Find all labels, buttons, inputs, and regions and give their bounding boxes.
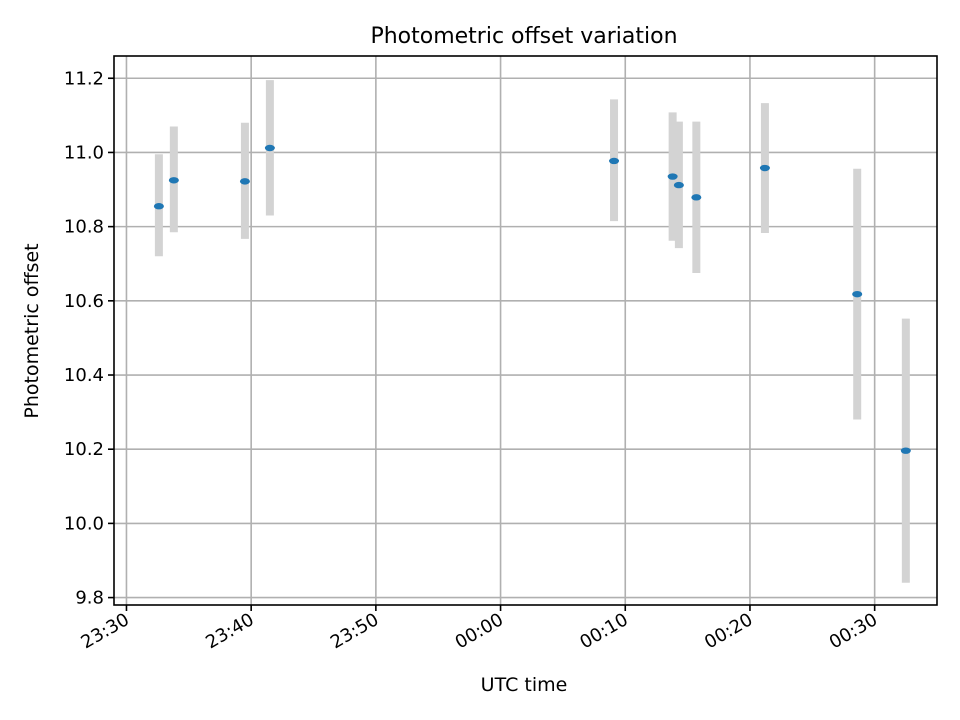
chart-title: Photometric offset variation [370, 24, 677, 49]
grid-lines [114, 56, 937, 605]
data-point [673, 181, 684, 189]
data-point [239, 178, 250, 185]
y-tick-label: 10.2 [64, 439, 104, 460]
x-tick-label: 00:00 [452, 609, 507, 653]
data-points [153, 144, 911, 454]
y-tick-label: 11.0 [64, 142, 104, 163]
y-axis-label: Photometric offset [21, 243, 43, 418]
y-tick-label: 10.0 [64, 513, 104, 534]
x-tick-label: 00:30 [826, 609, 881, 653]
data-point [168, 177, 179, 184]
y-tick-label: 9.8 [75, 588, 104, 609]
x-tick-label: 23:30 [78, 609, 133, 653]
x-tick-label: 23:50 [327, 609, 382, 653]
data-point [667, 173, 678, 180]
data-point [759, 164, 770, 172]
data-point [852, 290, 863, 298]
error-bars [154, 80, 910, 583]
plot-frame [113, 55, 938, 606]
data-point [153, 203, 164, 210]
data-point [264, 144, 275, 152]
x-tick-label: 23:40 [202, 609, 257, 653]
y-tick-label: 10.4 [64, 365, 104, 386]
data-point [691, 194, 702, 201]
data-point [609, 157, 620, 165]
x-tick-label: 00:10 [576, 609, 631, 653]
y-tick-label: 11.2 [64, 68, 104, 89]
y-tick-label: 10.6 [64, 291, 104, 312]
y-tick-label: 10.8 [64, 217, 104, 238]
x-tick-label: 00:20 [701, 609, 756, 653]
x-axis-label: UTC time [481, 674, 568, 696]
data-point [900, 447, 911, 454]
axis-ticks: 9.8 10.0 10.2 10.4 10.6 10.8 11.0 11.2 23:30 23:4… [64, 68, 881, 653]
